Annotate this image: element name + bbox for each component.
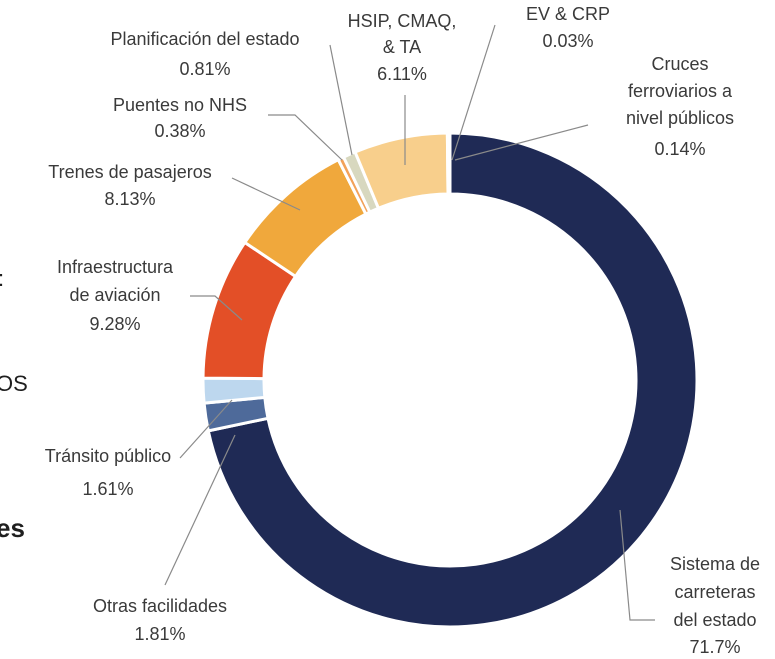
- label: HSIP, CMAQ, & TA: [348, 11, 457, 57]
- label: Trenes de pasajeros: [48, 162, 211, 182]
- leader-line: [454, 124, 589, 161]
- value-label: 0.03%: [542, 31, 593, 51]
- donut-segment: [446, 131, 452, 196]
- label: Cruces ferroviarios a nivel públicos: [626, 54, 734, 128]
- fragment: es: [0, 513, 25, 543]
- donut-segment: [201, 376, 267, 405]
- label: EV & CRP: [526, 4, 610, 24]
- donut-segment: [206, 131, 699, 629]
- fragment: OS: [0, 371, 28, 396]
- value-label: 71.7%: [689, 637, 740, 657]
- value-label: 0.14%: [654, 139, 705, 159]
- leader-line: [451, 24, 496, 161]
- label: Sistema de carreteras del estado: [670, 554, 760, 630]
- leader-line: [268, 114, 343, 161]
- fragment: :: [0, 266, 4, 291]
- value-label: 8.13%: [104, 189, 155, 209]
- value-label: 1.61%: [82, 479, 133, 499]
- leader-line: [231, 177, 301, 211]
- value-label: 1.81%: [134, 624, 185, 644]
- label: Infraestructura de aviación: [57, 257, 174, 305]
- value-label: 6.11%: [377, 64, 427, 84]
- label: Tránsito público: [45, 446, 171, 466]
- leader-line: [619, 509, 655, 621]
- leader-line: [190, 295, 243, 321]
- value-label: 0.81%: [179, 59, 230, 79]
- value-label: 0.38%: [154, 121, 205, 141]
- leader-line: [179, 399, 233, 459]
- label: Otras facilidades: [93, 596, 227, 616]
- label: Planificación del estado: [110, 29, 299, 49]
- value-label: 9.28%: [89, 314, 140, 334]
- leader-line: [164, 434, 236, 586]
- label: Puentes no NHS: [113, 95, 247, 115]
- leader-line: [329, 44, 353, 156]
